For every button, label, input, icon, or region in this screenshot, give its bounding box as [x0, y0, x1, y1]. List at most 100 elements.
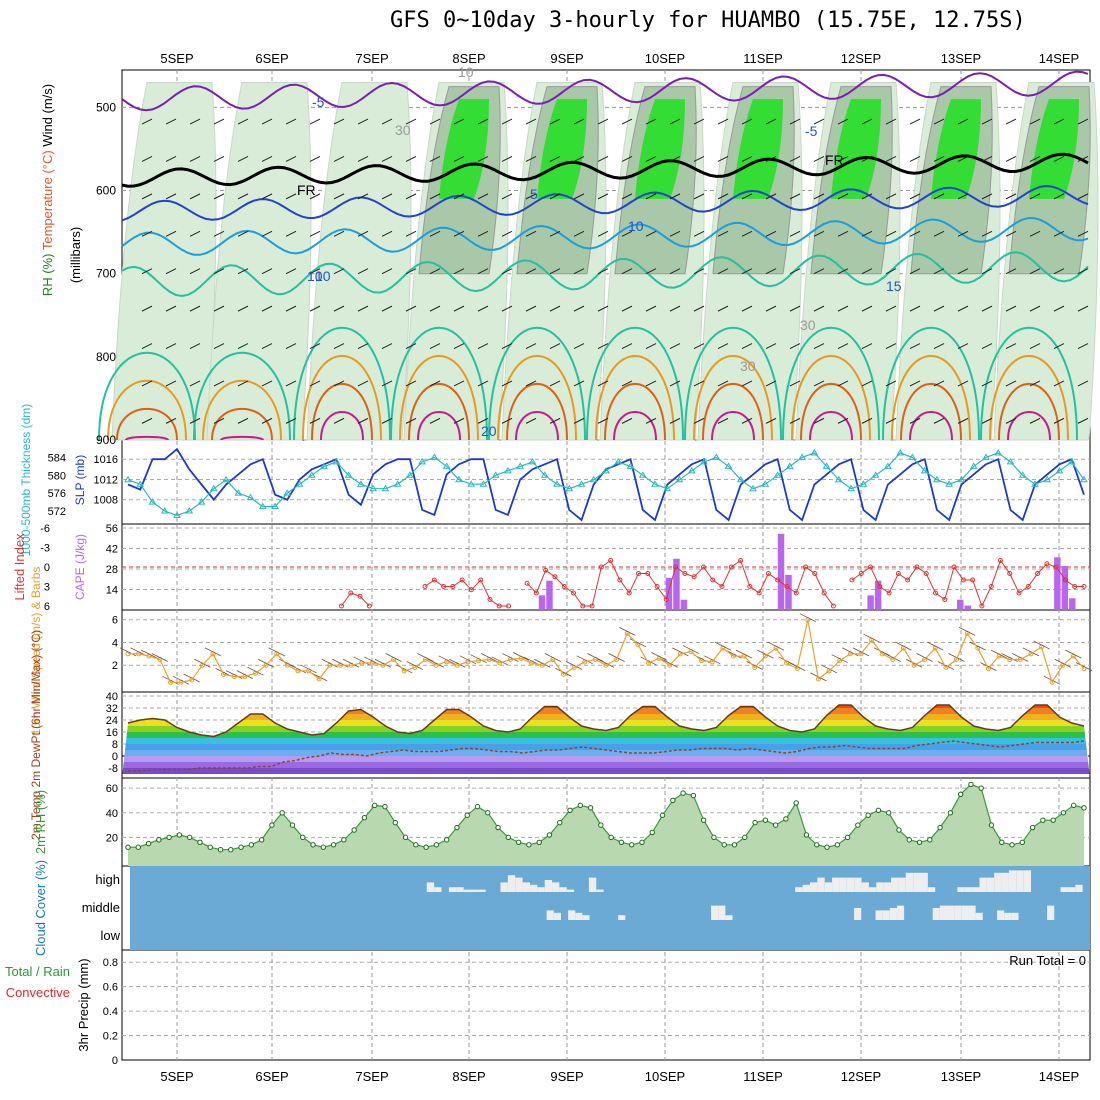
wind-barb-10m [863, 633, 880, 643]
temperature-arch [604, 383, 666, 441]
wind-barb [1005, 193, 1017, 200]
wind-barb [717, 417, 729, 424]
cloud-bar-middle [889, 908, 897, 920]
temperature-arch [684, 326, 782, 441]
wind-barb [261, 268, 273, 275]
thickness-axis-title-part: 1000-500mb Thickness (dm) [19, 404, 33, 557]
rh-point [433, 842, 440, 848]
thickness-tick-label: 572 [48, 506, 66, 518]
thickness-point [234, 489, 243, 496]
wind-barb-10m [268, 647, 285, 657]
wind-barb-10m [1043, 675, 1061, 685]
rh-point [310, 842, 316, 848]
rh-point [402, 834, 409, 841]
cloud-bar-high [529, 884, 538, 892]
wind-barb [573, 417, 585, 424]
rh-point [988, 822, 995, 828]
wind-barb-10m [406, 661, 423, 670]
temperature-arch [900, 383, 962, 441]
temperature-band [122, 750, 1090, 756]
cape-bar [1061, 566, 1069, 610]
temperature-arch [809, 411, 853, 441]
wind-barb [981, 380, 993, 387]
rh-point [628, 842, 635, 848]
wind-tick-label: 2 [112, 660, 118, 672]
cape-tick-label: 56 [106, 523, 118, 535]
cloud-bar-middle [553, 912, 561, 920]
cloud-bar-high [463, 889, 471, 892]
wind-barb [885, 268, 897, 275]
upper-air-axis-title-part: RH (%) [40, 250, 55, 296]
rh-point [690, 792, 697, 799]
lifted-index-point [747, 584, 753, 589]
date-label-bottom: 14SEP [1039, 1069, 1079, 1084]
wind-barb-10m [884, 653, 901, 662]
date-label-top: 14SEP [1039, 51, 1079, 66]
rh-point [618, 839, 625, 846]
thickness-point [651, 480, 659, 487]
lifted-index-point [524, 580, 530, 586]
thickness-point [761, 480, 770, 487]
lifted-index-axis-title-part: Lifted Index [12, 533, 27, 601]
wind-barb [381, 193, 393, 200]
wind-barb [885, 230, 897, 237]
rh-point [1050, 817, 1056, 823]
wind-barb-10m [619, 626, 636, 636]
temperature-arch [1007, 411, 1051, 441]
temperature-contour [121, 70, 1089, 112]
thickness-point [785, 462, 794, 469]
wind-barb [429, 417, 441, 424]
cloud-bar-high [795, 887, 803, 892]
temperature-arch [800, 383, 862, 441]
wind-barb [669, 343, 681, 349]
rh-point [320, 844, 327, 850]
lifted-index-point [468, 587, 474, 593]
panel-frame [121, 949, 1091, 1061]
wind-barb [549, 193, 561, 200]
thickness-point [369, 484, 378, 492]
temperature-arch [107, 379, 187, 441]
rh-point [978, 785, 984, 791]
dewpoint-line [128, 740, 1085, 772]
thickness-point [1018, 471, 1027, 478]
temperature-band [122, 720, 1090, 726]
cloud-bar-high [891, 877, 899, 892]
rh-point [228, 846, 234, 853]
wind-barb [357, 417, 369, 424]
wind-barb-10m [969, 641, 986, 651]
upper-air-axis-title: RH (%) Temperature (°C) Wind (m/s) [40, 84, 55, 296]
wind-barb-10m [119, 647, 137, 657]
wind-barb [717, 230, 729, 237]
rh-point [382, 803, 388, 810]
temperature-arch [116, 407, 178, 441]
cloud-bar-middle [546, 910, 554, 920]
wind-barb [357, 380, 369, 387]
thickness-point [222, 475, 230, 483]
thickness-point [712, 453, 721, 460]
contour-label: 10 [307, 268, 323, 284]
rh-point [176, 832, 183, 838]
wind-barb [1077, 118, 1089, 125]
wind-barb [549, 417, 561, 424]
thickness-point [920, 466, 929, 474]
wind-barb-10m [300, 664, 317, 674]
rh-point [896, 827, 902, 833]
thickness-point [700, 457, 708, 465]
temperature-arch [417, 411, 461, 441]
thickness-point [847, 484, 856, 492]
temperature-arch [515, 411, 559, 441]
wind-barb [669, 156, 681, 162]
wind-barb [1077, 417, 1089, 424]
wind-barb [789, 156, 801, 162]
wind-barb [597, 417, 609, 424]
wind-barb-10m [576, 655, 593, 665]
wind-barb [381, 305, 393, 312]
thickness-point [356, 480, 365, 487]
thickness-point [957, 475, 966, 483]
wind-barb [813, 118, 825, 125]
thickness-point [516, 462, 525, 469]
wind-barb [165, 380, 177, 387]
wind-barb [573, 156, 585, 162]
wind-barb [765, 118, 777, 125]
